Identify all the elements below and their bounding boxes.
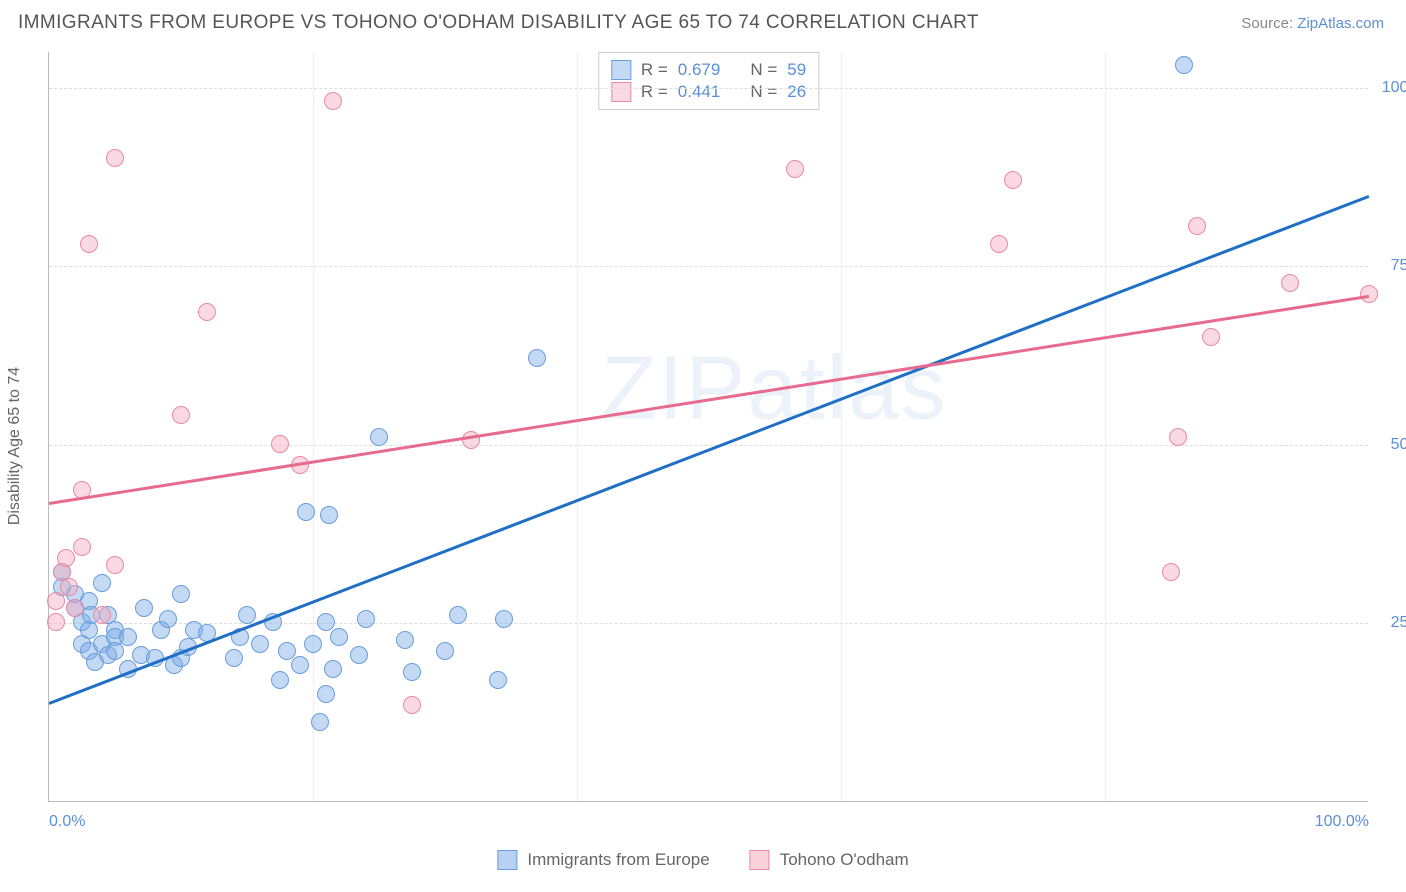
gridline-horizontal [49, 88, 1368, 89]
scatter-point [291, 656, 309, 674]
scatter-point [324, 660, 342, 678]
scatter-point [449, 606, 467, 624]
stats-row: R = 0.441N = 26 [611, 82, 806, 102]
legend-item: Tohono O'odham [750, 850, 909, 870]
scatter-point [1281, 274, 1299, 292]
scatter-point [528, 349, 546, 367]
scatter-point [396, 631, 414, 649]
source-link[interactable]: ZipAtlas.com [1297, 15, 1384, 32]
series-legend: Immigrants from Europe Tohono O'odham [497, 850, 908, 870]
scatter-point [251, 635, 269, 653]
gridline-vertical [577, 52, 578, 801]
legend-swatch [611, 60, 631, 80]
y-tick-label: 100.0% [1376, 79, 1406, 97]
trend-line [49, 295, 1369, 505]
scatter-point [1004, 171, 1022, 189]
scatter-point [990, 235, 1008, 253]
scatter-point [159, 610, 177, 628]
scatter-point [403, 663, 421, 681]
legend-swatch [750, 850, 770, 870]
source-attribution: Source: ZipAtlas.com [1241, 15, 1384, 32]
scatter-point [66, 599, 84, 617]
scatter-point [73, 538, 91, 556]
scatter-point [271, 671, 289, 689]
y-tick-label: 25.0% [1376, 614, 1406, 632]
scatter-point [135, 599, 153, 617]
scatter-point [1202, 328, 1220, 346]
chart-header: IMMIGRANTS FROM EUROPE VS TOHONO O'ODHAM… [0, 0, 1406, 38]
scatter-point [324, 92, 342, 110]
trend-line [48, 195, 1369, 705]
scatter-point [172, 585, 190, 603]
stats-row: R = 0.679N = 59 [611, 60, 806, 80]
scatter-point [489, 671, 507, 689]
scatter-point [57, 549, 75, 567]
scatter-point [357, 610, 375, 628]
scatter-point [297, 503, 315, 521]
scatter-point [304, 635, 322, 653]
scatter-point [786, 160, 804, 178]
scatter-point [1188, 217, 1206, 235]
scatter-point [106, 149, 124, 167]
scatter-point [271, 435, 289, 453]
scatter-point [47, 613, 65, 631]
y-axis-label: Disability Age 65 to 74 [6, 367, 24, 525]
gridline-vertical [1105, 52, 1106, 801]
y-tick-label: 50.0% [1376, 436, 1406, 454]
scatter-point [317, 685, 335, 703]
scatter-point [47, 592, 65, 610]
scatter-point [93, 574, 111, 592]
scatter-point [106, 642, 124, 660]
scatter-point [278, 642, 296, 660]
scatter-point [330, 628, 348, 646]
gridline-vertical [313, 52, 314, 801]
scatter-point [311, 713, 329, 731]
scatter-point [119, 628, 137, 646]
scatter-point [172, 406, 190, 424]
scatter-point [80, 235, 98, 253]
scatter-point [225, 649, 243, 667]
scatter-point [1169, 428, 1187, 446]
scatter-plot-area: ZIPatlas R = 0.679N = 59R = 0.441N = 26 … [48, 52, 1368, 802]
scatter-point [93, 606, 111, 624]
scatter-point [370, 428, 388, 446]
gridline-horizontal [49, 445, 1368, 446]
scatter-point [60, 578, 78, 596]
gridline-vertical [841, 52, 842, 801]
x-tick-label: 0.0% [49, 813, 85, 831]
legend-swatch [611, 82, 631, 102]
correlation-stats-box: R = 0.679N = 59R = 0.441N = 26 [598, 52, 819, 110]
chart-title: IMMIGRANTS FROM EUROPE VS TOHONO O'ODHAM… [18, 12, 979, 34]
scatter-point [1360, 285, 1378, 303]
scatter-point [1175, 56, 1193, 74]
y-tick-label: 75.0% [1376, 257, 1406, 275]
legend-item: Immigrants from Europe [497, 850, 709, 870]
gridline-horizontal [49, 266, 1368, 267]
scatter-point [403, 696, 421, 714]
scatter-point [198, 303, 216, 321]
x-tick-label: 100.0% [1315, 813, 1369, 831]
scatter-point [106, 556, 124, 574]
scatter-point [436, 642, 454, 660]
scatter-point [495, 610, 513, 628]
scatter-point [238, 606, 256, 624]
scatter-point [320, 506, 338, 524]
scatter-point [350, 646, 368, 664]
legend-swatch [497, 850, 517, 870]
scatter-point [317, 613, 335, 631]
scatter-point [1162, 563, 1180, 581]
